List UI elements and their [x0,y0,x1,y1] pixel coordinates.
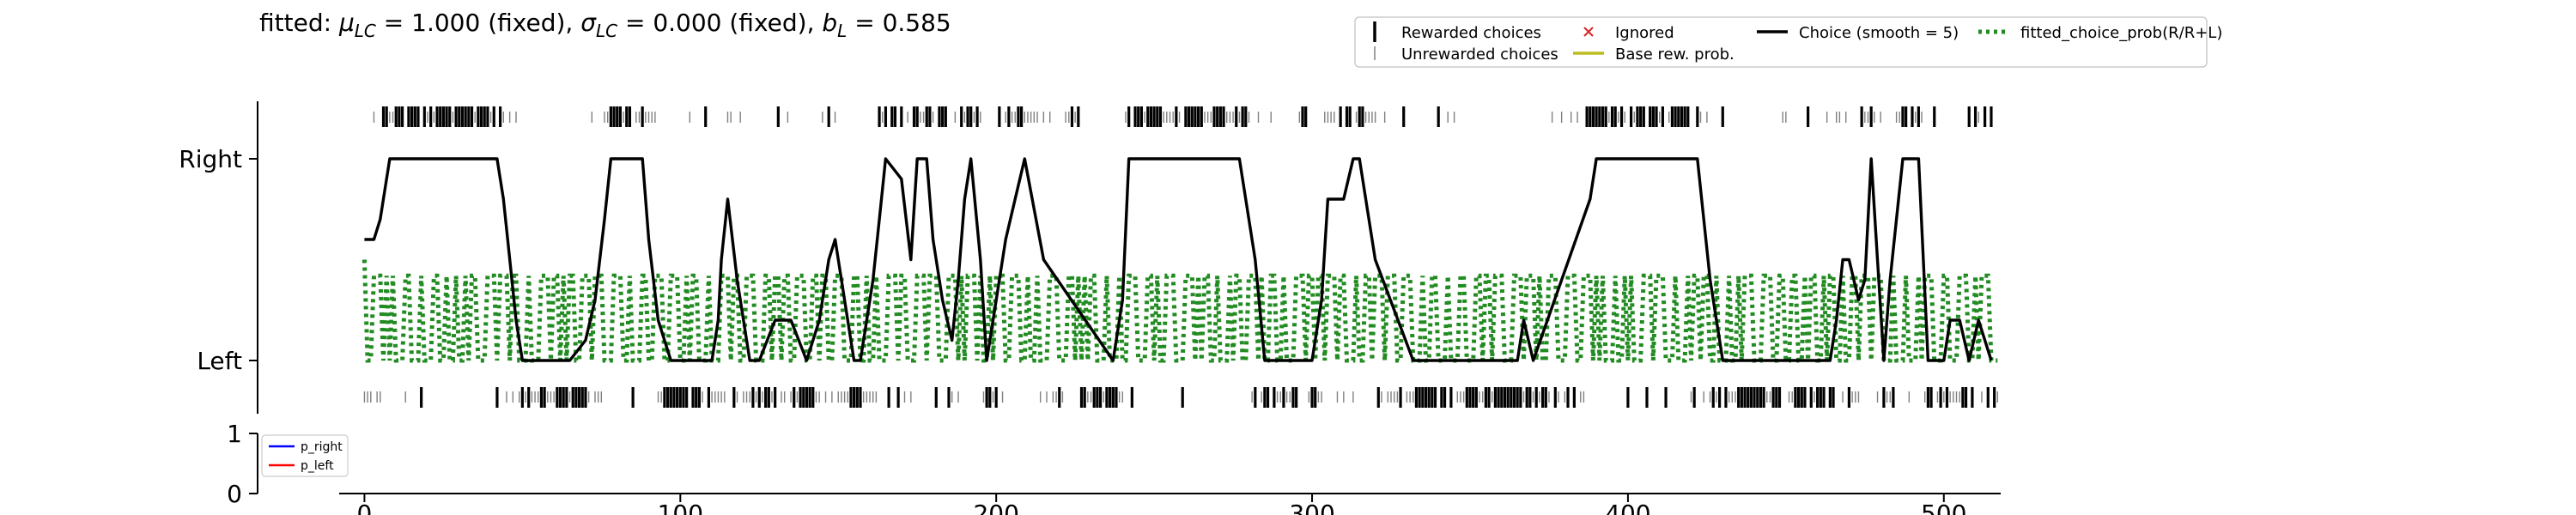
legend-label: Choice (smooth = 5) [1799,24,1959,42]
probability-plot: 0 1 0 100 200 300 400 500 p_right p_left [227,420,2001,515]
title-part: μ [338,9,355,37]
x-tick-label: 200 [973,500,1018,515]
title-part: LC [596,21,617,41]
prob-legend-label: p_right [301,440,343,454]
prob-y-tick-label: 0 [227,480,242,508]
legend-item: Choice (smooth = 5) [1757,24,1959,42]
fitted-choice-prob-line [361,259,1998,363]
right-choice-ticks [373,106,1993,127]
title-part: = 1.000 (fixed), [376,9,580,37]
y-tick-label: Left [197,347,242,375]
probability-plot-axes: 0 1 0 100 200 300 400 500 [227,420,2001,515]
legend-label: Ignored [1615,24,1674,42]
choice-smooth-series [364,157,1993,362]
x-tick-label: 0 [357,500,373,515]
prob-legend-label: p_left [301,459,334,473]
choice-plot: Left Right [179,101,1999,414]
probability-legend: p_right p_left [261,434,349,477]
left-choice-ticks [363,387,1999,408]
title-part: = 0.585 [847,9,951,37]
legend: Rewarded choices Unrewarded choices Ignore… [1354,16,2222,68]
prob-y-tick-label: 1 [227,420,242,448]
legend-label: Rewarded choices [1401,24,1541,42]
title-part: = 0.000 (fixed), [617,9,822,37]
legend-item: fitted_choice_prob(R/R+L) [1978,24,2222,42]
title-part: LC [355,21,376,41]
legend-label: Unrewarded choices [1401,45,1558,64]
choice-smooth-line [364,157,1993,362]
chart-title-text: fitted: μLC = 1.000 (fixed), σLC = 0.000… [259,9,951,41]
x-tick-label: 100 [658,500,703,515]
legend-item: Base rew. prob. [1573,45,1735,64]
x-tick-label: 400 [1605,500,1650,515]
ignored-legend-icon [1583,27,1594,37]
title-part: σ [580,9,597,37]
chart-title: fitted: μLC = 1.000 (fixed), σLC = 0.000… [259,9,951,41]
y-tick-label: Right [179,145,242,173]
legend-item: Rewarded choices [1373,21,1541,42]
title-part: fitted: [259,9,339,37]
x-tick-label: 300 [1289,500,1334,515]
title-part: L [837,21,847,41]
legend-item: Ignored [1583,24,1674,42]
fitted-choice-prob-series [361,259,1998,363]
title-part: b [822,9,837,37]
legend-label: Base rew. prob. [1615,45,1735,64]
legend-item: Unrewarded choices [1374,45,1558,64]
choice-plot-axes: Left Right [179,101,258,414]
legend-label: fitted_choice_prob(R/R+L) [2020,24,2222,42]
x-tick-label: 500 [1921,500,1966,515]
